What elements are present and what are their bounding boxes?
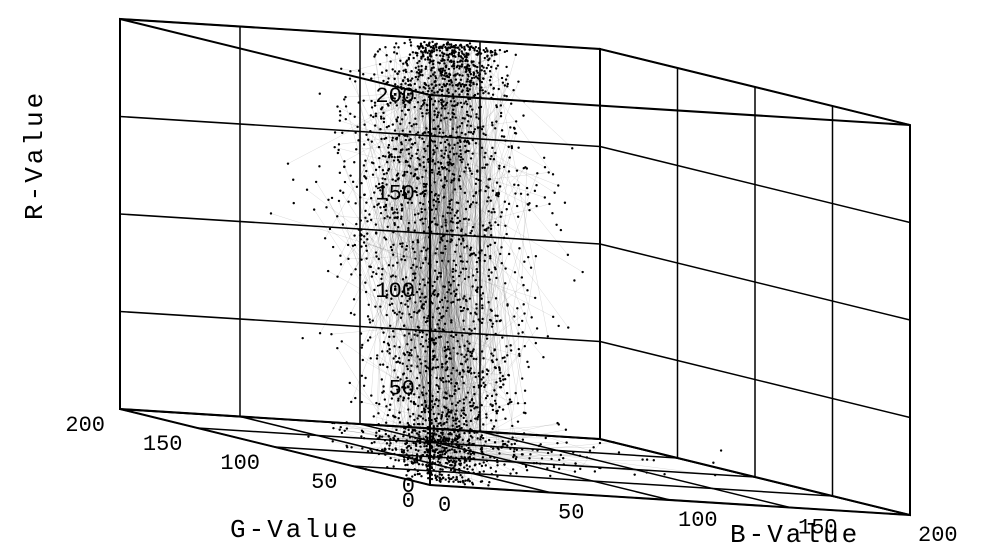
svg-text:100: 100: [375, 279, 415, 304]
svg-text:200: 200: [375, 84, 415, 109]
svg-text:150: 150: [143, 432, 183, 457]
svg-text:0: 0: [438, 493, 451, 518]
svg-text:100: 100: [220, 451, 260, 476]
y-axis-label: G-Value: [230, 515, 360, 545]
x-axis-label: B-Value: [730, 520, 860, 550]
svg-text:0: 0: [402, 489, 415, 514]
plot-svg: 050100150200050100150200050100150200: [0, 0, 1000, 555]
svg-text:50: 50: [389, 377, 415, 402]
svg-text:200: 200: [65, 413, 105, 438]
svg-text:150: 150: [375, 182, 415, 207]
rgb-3d-scatter: 050100150200050100150200050100150200 R-V…: [0, 0, 1000, 555]
svg-text:200: 200: [918, 523, 958, 548]
svg-text:50: 50: [558, 501, 584, 526]
z-axis-label: R-Value: [20, 90, 50, 220]
svg-text:50: 50: [311, 470, 337, 495]
svg-text:100: 100: [678, 508, 718, 533]
